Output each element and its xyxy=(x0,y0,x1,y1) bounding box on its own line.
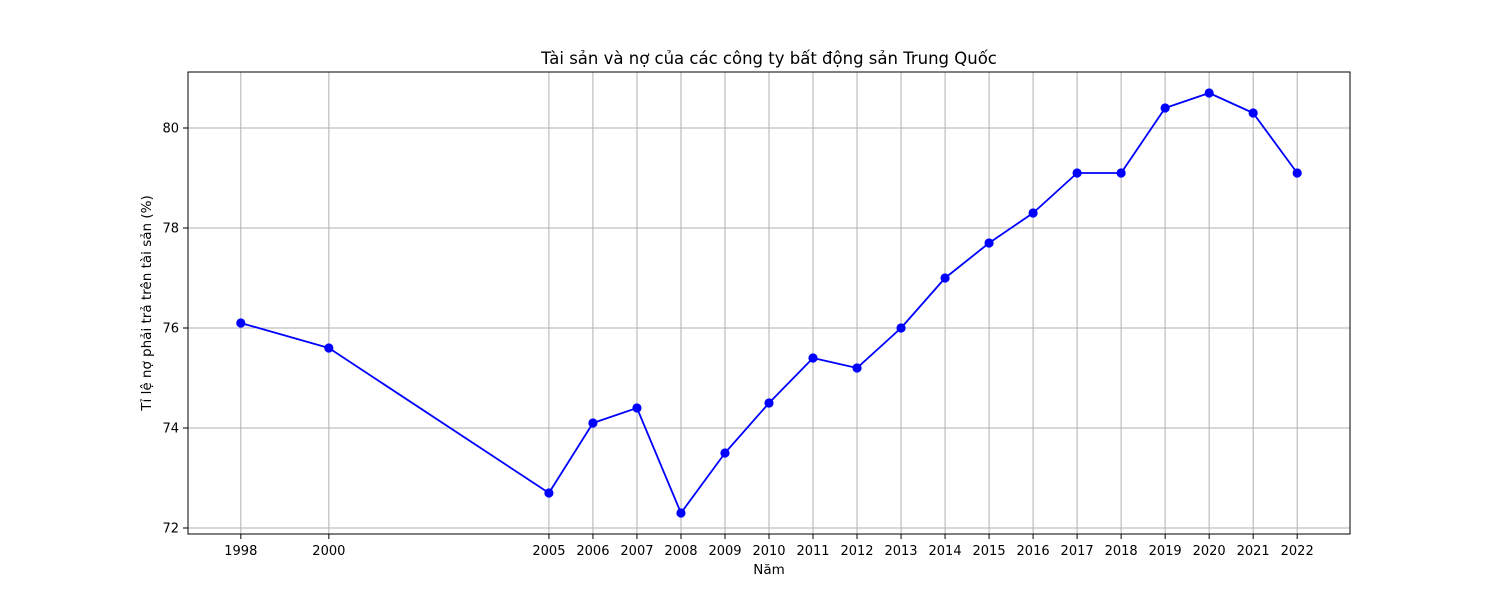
x-tick-label: 2017 xyxy=(1061,544,1094,559)
data-point xyxy=(236,318,246,328)
x-tick-label: 2016 xyxy=(1017,544,1050,559)
x-tick-label: 2014 xyxy=(929,544,962,559)
x-tick-label: 2015 xyxy=(973,544,1006,559)
x-tick-label: 2018 xyxy=(1105,544,1138,559)
x-axis-label: Năm xyxy=(753,562,785,578)
y-tick-label: 78 xyxy=(162,222,179,237)
x-tick-label: 2022 xyxy=(1281,544,1314,559)
y-axis-label: Tỉ lệ nợ phải trả trên tài sản (%) xyxy=(139,195,155,411)
x-tick-label: 2012 xyxy=(840,544,873,559)
data-point xyxy=(1116,168,1126,178)
y-tick-label: 72 xyxy=(162,522,179,537)
data-point xyxy=(676,508,686,518)
data-point xyxy=(808,353,818,363)
data-point xyxy=(1028,208,1038,218)
data-point xyxy=(1204,88,1214,98)
data-point xyxy=(940,273,950,283)
x-tick-label: 2020 xyxy=(1193,544,1226,559)
data-point xyxy=(588,418,598,428)
data-point xyxy=(1160,103,1170,113)
x-tick-label: 2007 xyxy=(620,544,653,559)
y-tick-label: 76 xyxy=(162,322,179,337)
y-tick-label: 74 xyxy=(162,422,179,437)
x-tick-label: 2013 xyxy=(884,544,917,559)
x-tick-label: 2005 xyxy=(532,544,565,559)
series-line xyxy=(240,92,1298,514)
x-tick-label: 2000 xyxy=(312,544,345,559)
data-point xyxy=(720,448,730,458)
x-tick-label: 2011 xyxy=(796,544,829,559)
data-point xyxy=(632,403,642,413)
x-tick-label: 2019 xyxy=(1149,544,1182,559)
data-point xyxy=(1072,168,1082,178)
x-tick-label: 2008 xyxy=(664,544,697,559)
x-tick-label: 1998 xyxy=(224,544,257,559)
chart-title: Tài sản và nợ của các công ty bất động s… xyxy=(540,49,997,68)
grid-layer xyxy=(188,72,1350,534)
x-tick-label: 2009 xyxy=(708,544,741,559)
data-point xyxy=(896,323,906,333)
data-point xyxy=(1248,108,1258,118)
data-point xyxy=(984,238,994,248)
y-tick-label: 80 xyxy=(162,122,179,137)
series-layer xyxy=(236,88,1302,518)
data-point xyxy=(1292,168,1302,178)
data-point xyxy=(544,488,554,498)
tick-layer: 1998 2000 2005 2006 2007 2008 2009 2010 2011 2012… xyxy=(162,122,1313,560)
data-point xyxy=(764,398,774,408)
x-tick-label: 2021 xyxy=(1237,544,1270,559)
x-tick-label: 2006 xyxy=(576,544,609,559)
data-point xyxy=(324,343,334,353)
data-point xyxy=(852,363,862,373)
x-tick-label: 2010 xyxy=(752,544,785,559)
